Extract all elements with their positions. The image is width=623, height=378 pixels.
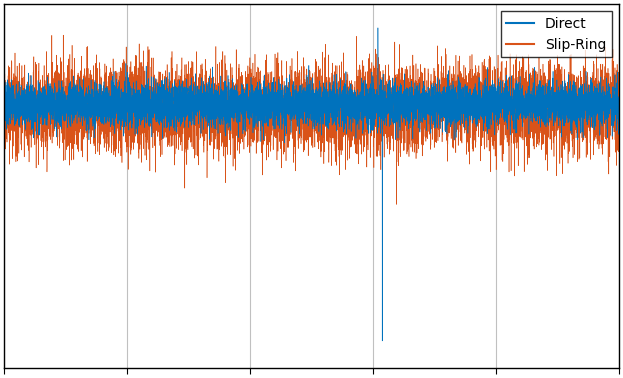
Slip-Ring	[1, 105, 8, 110]
Line: Direct: Direct	[4, 28, 619, 341]
Slip-Ring	[456, 109, 464, 114]
Slip-Ring	[392, 202, 400, 207]
Legend: Direct, Slip-Ring: Direct, Slip-Ring	[500, 11, 612, 57]
Direct	[456, 108, 464, 112]
Slip-Ring	[31, 116, 39, 120]
Slip-Ring	[615, 118, 622, 122]
Direct	[223, 121, 231, 126]
Slip-Ring	[60, 33, 67, 37]
Direct	[374, 26, 382, 30]
Direct	[379, 339, 386, 343]
Slip-Ring	[391, 40, 399, 44]
Direct	[1, 84, 8, 88]
Direct	[615, 94, 622, 99]
Direct	[489, 105, 497, 109]
Slip-Ring	[489, 110, 497, 114]
Direct	[31, 118, 39, 122]
Slip-Ring	[364, 78, 372, 83]
Slip-Ring	[223, 93, 231, 98]
Direct	[391, 106, 399, 111]
Direct	[364, 100, 371, 105]
Line: Slip-Ring: Slip-Ring	[4, 35, 619, 204]
